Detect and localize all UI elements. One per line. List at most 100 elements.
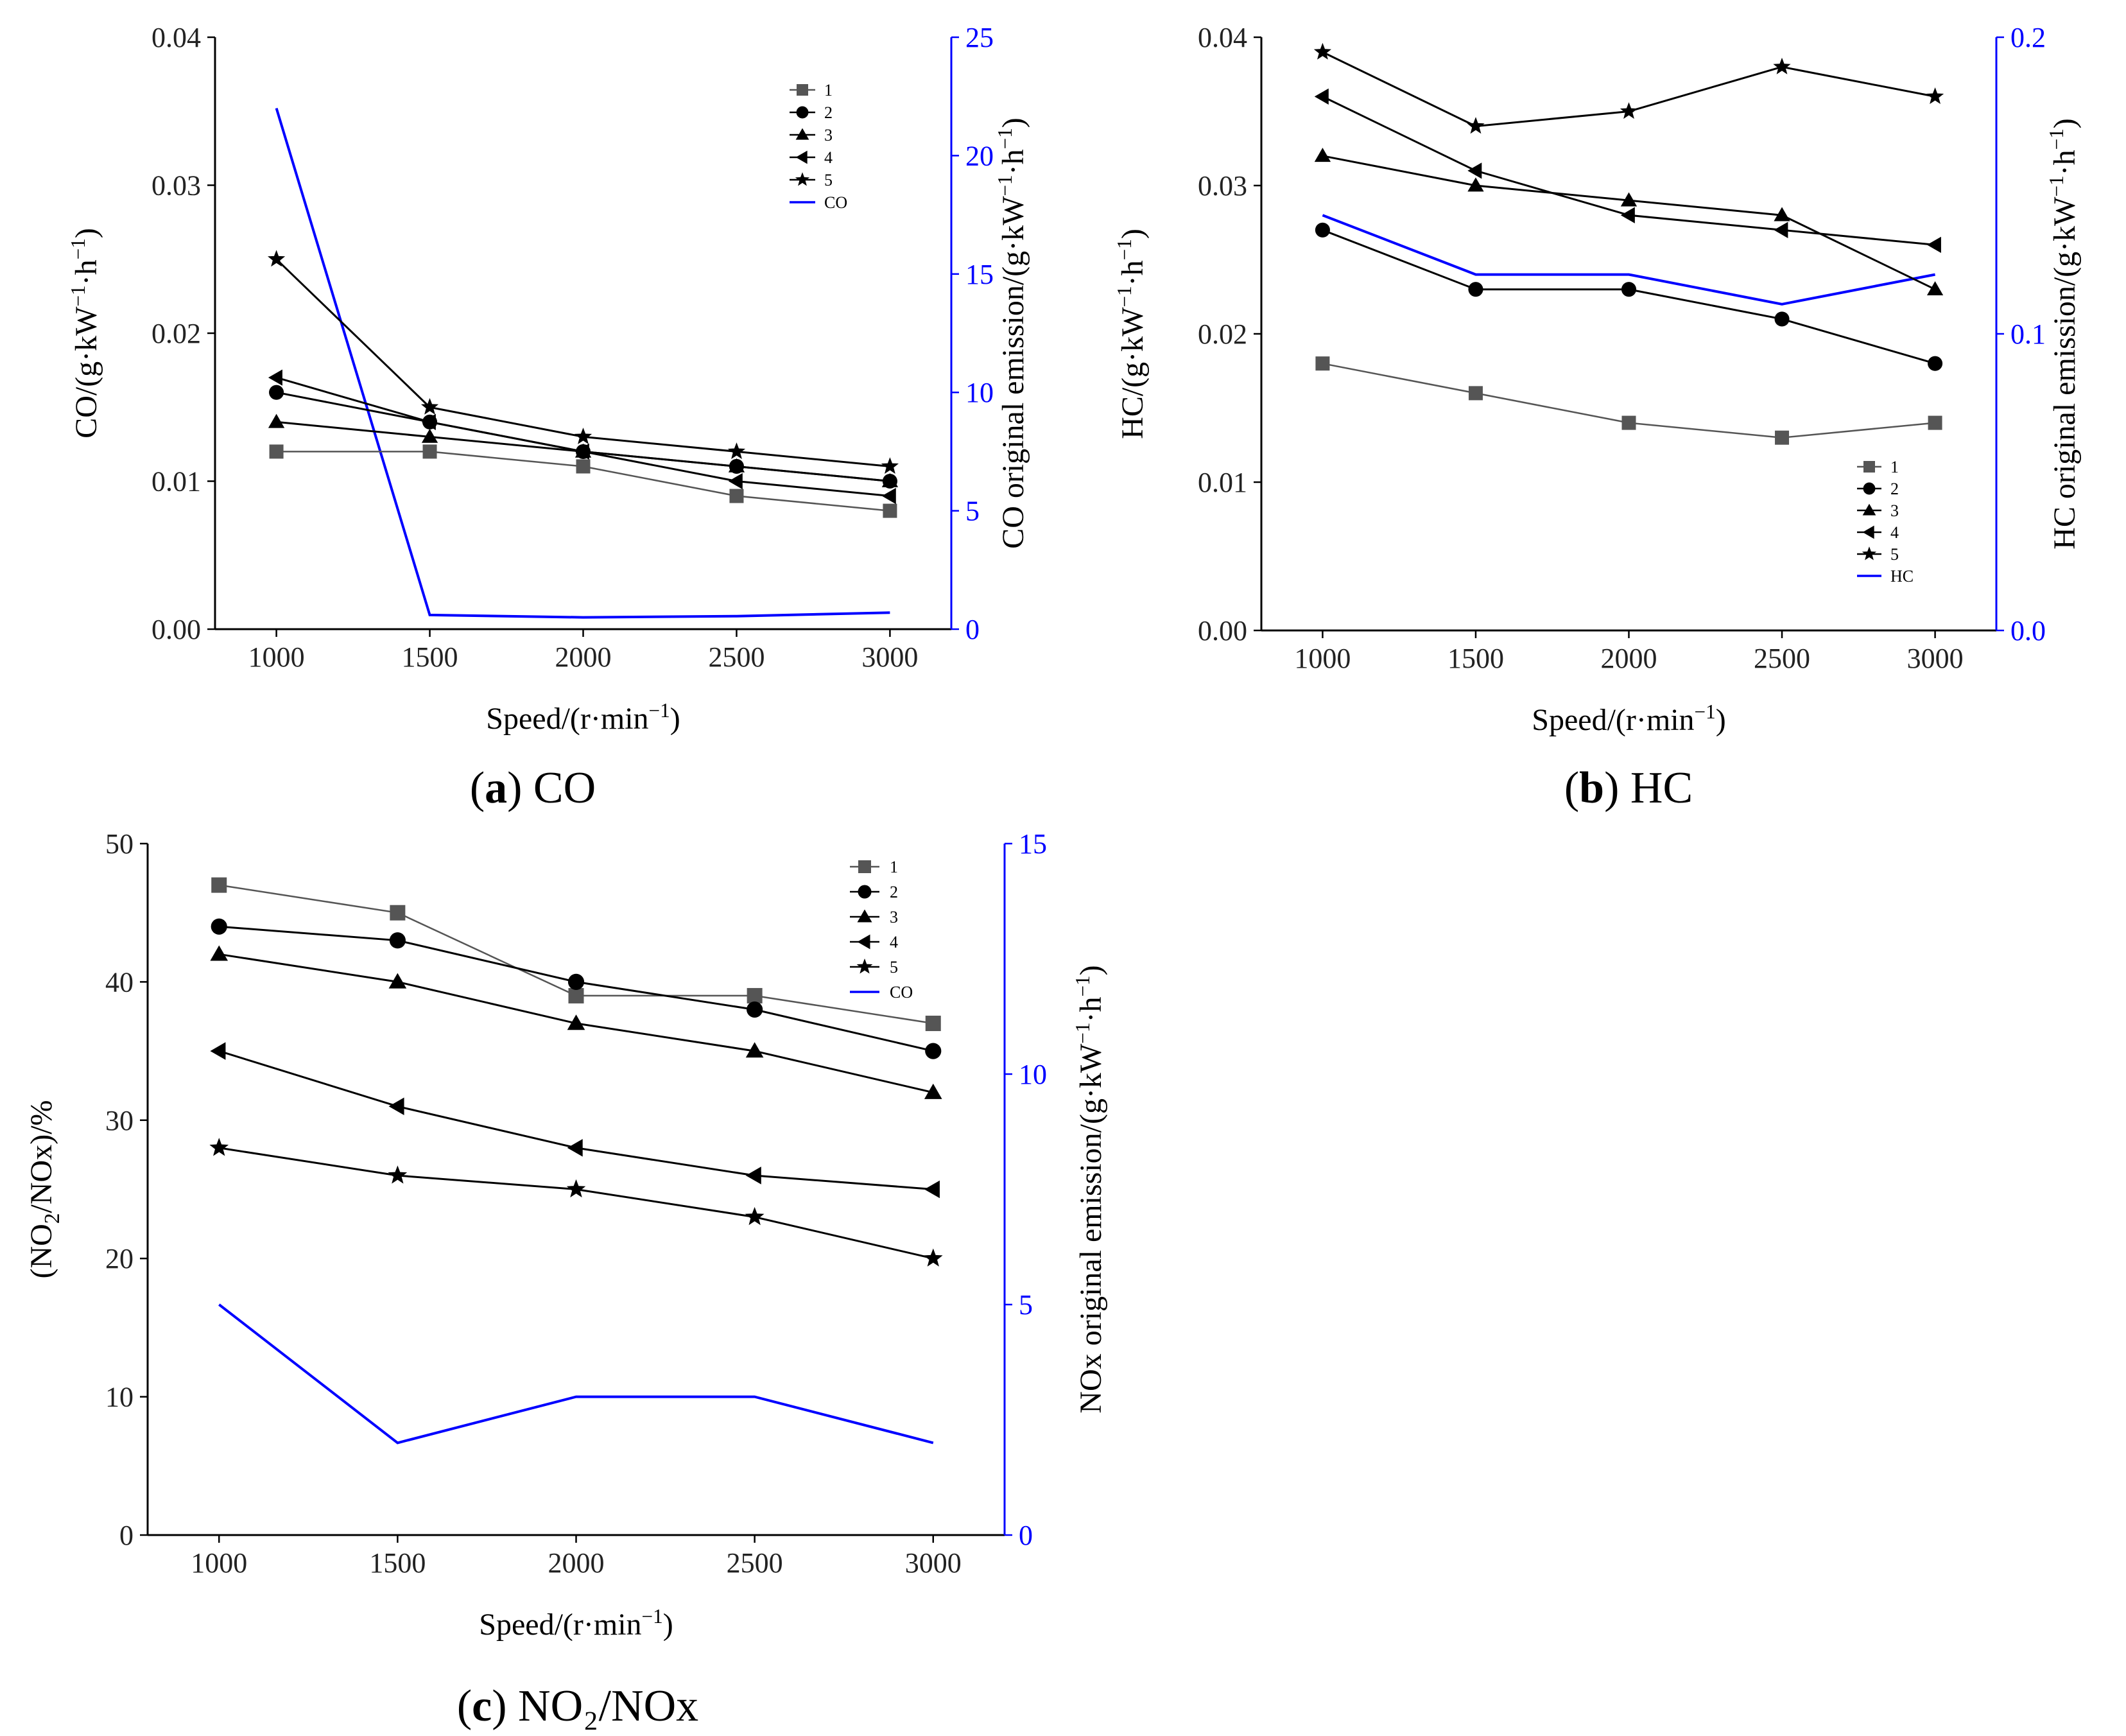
legend-label-5: 5: [1890, 545, 1899, 564]
data-point-1: [925, 1016, 941, 1032]
legend-marker-2: [796, 106, 809, 119]
caption-paren: (: [457, 1681, 472, 1731]
data-point-1: [211, 877, 227, 893]
x-tick-label: 1500: [1448, 643, 1504, 674]
data-point-3: [881, 473, 899, 487]
data-point-4: [1314, 88, 1329, 105]
data-point-2: [747, 1001, 763, 1018]
x-tick-label: 2500: [708, 641, 765, 673]
legend-marker-2: [858, 885, 872, 899]
y-axis-label-sup: −1: [67, 238, 89, 259]
legend-label-1: 1: [824, 81, 833, 100]
data-point-2: [211, 918, 227, 935]
data-point-2: [1928, 356, 1943, 371]
data-point-4: [268, 369, 282, 386]
series-line-original: [1322, 214, 1935, 306]
data-point-2: [1468, 282, 1483, 297]
x-axis-label: Speed/(r·min−1): [1532, 700, 1725, 737]
x-axis-label: Speed/(r·min−1): [479, 1605, 673, 1642]
y-tick-label: 0.01: [1198, 467, 1247, 498]
data-point-2: [1315, 222, 1330, 238]
data-point-3: [924, 1083, 942, 1099]
data-point-3: [388, 973, 407, 989]
y-tick-label: 0.02: [151, 318, 201, 349]
caption: (a) CO: [470, 763, 596, 813]
y2-tick-label: 0.1: [2010, 318, 2046, 350]
caption-paren: (: [1564, 763, 1579, 813]
x-axis-label-part: ): [670, 702, 680, 736]
x-axis-label-part: ): [663, 1608, 673, 1642]
y2-axis-label-part: ): [1074, 965, 1108, 975]
y2-tick-label: 25: [965, 22, 994, 53]
data-point-1: [1468, 386, 1483, 401]
data-point-1: [576, 459, 591, 474]
data-point-5: [1773, 57, 1791, 74]
legend-label-original: CO: [824, 193, 847, 212]
y-tick-label: 20: [105, 1243, 134, 1274]
legend-label-original: HC: [1890, 567, 1914, 586]
data-point-5: [923, 1248, 943, 1267]
y2-tick-label: 0: [965, 614, 980, 645]
y2-axis-label-part: ·h: [996, 149, 1030, 175]
y-axis-label-part: /NOx)/%: [24, 1100, 58, 1213]
x-axis-label-part: Speed/(r·min: [1532, 703, 1694, 737]
data-point-3: [1926, 281, 1944, 296]
y-axis-label-sub: 2: [40, 1213, 64, 1224]
caption-text: ) HC: [1604, 763, 1693, 813]
data-point-4: [924, 1180, 940, 1199]
caption-letter: a: [485, 763, 507, 813]
legend-marker-2: [1863, 482, 1876, 495]
data-point-1: [422, 444, 437, 459]
data-point-3: [1314, 148, 1331, 162]
legend: 1 2 3 4 5 CO: [790, 81, 847, 212]
legend-marker-3: [857, 909, 872, 923]
legend-label-1: 1: [890, 858, 898, 876]
y2-axis-label-part: HC original emission/(g·kW: [2048, 196, 2082, 550]
x-tick-label: 3000: [1907, 643, 1964, 674]
y2-axis-label-part: ): [996, 117, 1030, 128]
x-tick-label: 2500: [727, 1547, 783, 1579]
data-point-2: [1621, 282, 1637, 297]
legend-label-2: 2: [824, 103, 833, 122]
data-point-2: [269, 385, 284, 400]
data-point-1: [747, 987, 763, 1003]
data-point-4: [388, 1097, 404, 1116]
legend-marker-4: [795, 150, 808, 164]
legend-marker-1: [797, 84, 808, 96]
y2-axis-label-part: ): [2048, 118, 2082, 128]
data-point-4: [745, 1167, 761, 1185]
y-axis-label: CO/(g·kW−1·h−1): [67, 228, 103, 438]
y-tick-label: 0.03: [151, 170, 201, 202]
data-point-5: [1313, 42, 1331, 60]
series-line-4: [1322, 96, 1935, 246]
x-tick-label: 2000: [1601, 643, 1657, 674]
data-point-1: [1621, 415, 1636, 430]
y2-tick-label: 0: [1019, 1520, 1033, 1551]
y-tick-label: 0.02: [1198, 318, 1247, 350]
data-point-1: [883, 503, 897, 518]
x-axis-label-part: Speed/(r·min: [486, 702, 648, 736]
series-line-original: [275, 108, 890, 619]
legend-label-3: 3: [1890, 501, 1899, 520]
caption: (b) HC: [1564, 763, 1693, 813]
y-tick-label: 0: [119, 1520, 134, 1551]
y-tick-label: 0.04: [1198, 22, 1247, 53]
y-tick-label: 0.01: [151, 466, 201, 498]
y2-tick-label: 5: [1019, 1289, 1033, 1321]
chart-a: 1000 1500 2000 2500 3000 0.00 0.01 0.02 0.03 0.04…: [67, 22, 1030, 813]
data-point-4: [1620, 207, 1635, 223]
y-axis-label-part: (NO: [24, 1224, 58, 1278]
y-tick-label: 10: [105, 1382, 134, 1413]
caption-letter: c: [472, 1681, 492, 1731]
y-axis-label-part: ): [69, 228, 103, 238]
x-tick-label: 2000: [548, 1547, 605, 1579]
x-tick-label: 2000: [555, 641, 612, 673]
data-point-5: [1620, 102, 1638, 119]
data-point-4: [1926, 236, 1941, 254]
x-axis-label-sup: −1: [1695, 700, 1716, 723]
y-axis-label-part: HC/(g·kW: [1116, 307, 1150, 439]
x-tick-label: 3000: [861, 641, 918, 673]
data-point-4: [728, 473, 743, 490]
data-point-4: [881, 487, 896, 505]
